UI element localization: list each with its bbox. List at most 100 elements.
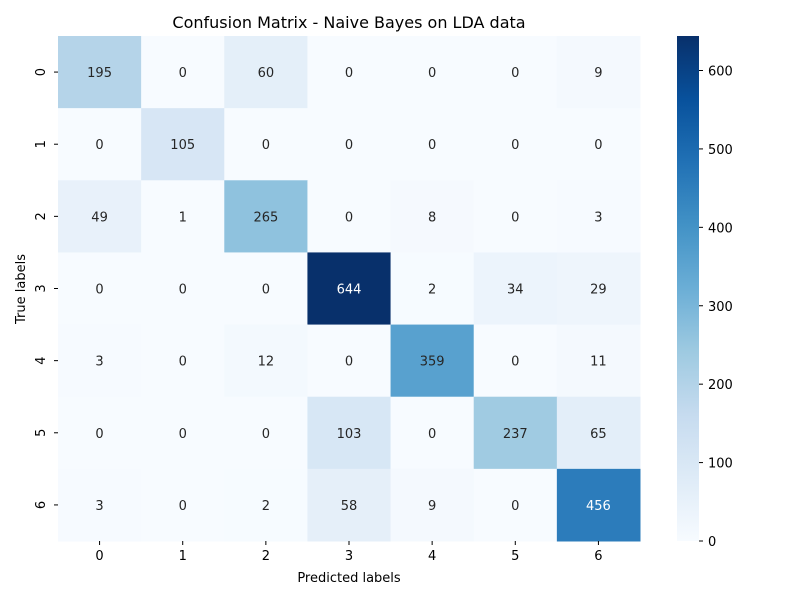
heatmap-cell (58, 468, 142, 542)
cell-value-label: 0 (179, 499, 187, 514)
cell-value-label: 0 (179, 427, 187, 442)
heatmap-cell (224, 252, 308, 326)
cell-value-label: 3 (95, 355, 103, 370)
y-tick-label: 6 (34, 501, 49, 509)
cell-value-label: 0 (95, 138, 103, 153)
y-tick-label: 4 (34, 357, 49, 365)
cell-value-label: 105 (170, 138, 195, 153)
heatmap-cell (307, 324, 392, 398)
cell-value-label: 49 (91, 210, 108, 225)
cell-value-label: 9 (594, 66, 602, 81)
cell-value-label: 0 (511, 210, 519, 225)
cell-value-label: 0 (179, 66, 187, 81)
heatmap-cell (224, 396, 308, 470)
y-tick-label: 2 (34, 212, 49, 220)
heatmap-cell (390, 324, 475, 398)
cell-value-label: 0 (594, 138, 602, 153)
heatmap-cell (224, 36, 308, 109)
cell-value-label: 0 (511, 499, 519, 514)
x-tick-label: 2 (262, 549, 270, 564)
cell-value-label: 0 (345, 138, 353, 153)
cell-value-label: 65 (590, 427, 607, 442)
x-axis: 0 1 2 3 4 5 6 (95, 541, 603, 564)
colorbar-tick-label: 600 (708, 65, 733, 80)
heatmap-cell (224, 324, 308, 398)
heatmap-cell (141, 324, 225, 398)
cell-value-label: 0 (428, 138, 436, 153)
cell-value-label: 359 (420, 355, 445, 370)
cell-value-label: 2 (262, 499, 270, 514)
cell-value-label: 195 (87, 66, 112, 81)
heatmap-cell (473, 252, 558, 326)
cell-value-label: 237 (503, 427, 528, 442)
heatmap-cells: 195 0 60 0 0 0 90 105 0 0 0 0 049 1 265 0 8 0 30 0 0 644 2 34 29… (58, 36, 641, 542)
cell-value-label: 0 (511, 355, 519, 370)
heatmap-cell (556, 36, 641, 109)
y-axis-label: True labels (14, 254, 29, 325)
heatmap-cell (224, 468, 308, 542)
cell-value-label: 0 (262, 427, 270, 442)
heatmap-cell (556, 252, 641, 326)
x-tick-label: 4 (428, 549, 436, 564)
heatmap-cell (141, 468, 225, 542)
y-tick-label: 1 (34, 140, 49, 148)
heatmap-cell (390, 396, 475, 470)
cell-value-label: 0 (428, 427, 436, 442)
x-tick-label: 6 (594, 549, 602, 564)
heatmap-cell (390, 252, 475, 326)
x-tick-label: 5 (511, 549, 519, 564)
cell-value-label: 12 (258, 355, 275, 370)
heatmap-cell (58, 252, 142, 326)
cell-value-label: 0 (345, 210, 353, 225)
x-tick-label: 1 (179, 549, 187, 564)
chart-title: Confusion Matrix - Naive Bayes on LDA da… (172, 13, 525, 32)
cell-value-label: 60 (258, 66, 275, 81)
x-tick-label: 3 (345, 549, 353, 564)
cell-value-label: 9 (428, 499, 436, 514)
heatmap-cell (141, 108, 225, 181)
y-tick-label: 3 (34, 284, 49, 292)
heatmap-cell (556, 324, 641, 398)
colorbar-gradient (677, 36, 699, 541)
heatmap-cell (141, 180, 225, 253)
colorbar-tick-label: 400 (708, 221, 733, 236)
heatmap-cell (58, 180, 142, 253)
cell-value-label: 11 (590, 355, 607, 370)
y-tick-label: 0 (34, 68, 49, 76)
y-tick-label: 5 (34, 429, 49, 437)
heatmap-cell (473, 324, 558, 398)
cell-value-label: 0 (95, 427, 103, 442)
heatmap-cell (307, 468, 392, 542)
heatmap-cell (556, 180, 641, 253)
heatmap-cell (307, 108, 392, 181)
cell-value-label: 0 (511, 138, 519, 153)
heatmap-cell (390, 180, 475, 253)
cell-value-label: 0 (345, 66, 353, 81)
heatmap-cell (556, 108, 641, 181)
cell-value-label: 456 (586, 499, 611, 514)
heatmap-cell (307, 180, 392, 253)
cell-value-label: 0 (262, 283, 270, 298)
colorbar-tick-label: 500 (708, 143, 733, 158)
heatmap-cell (58, 324, 142, 398)
heatmap-cell (224, 108, 308, 181)
heatmap-cell (58, 396, 142, 470)
colorbar-tick-label: 0 (708, 535, 716, 550)
cell-value-label: 644 (337, 283, 362, 298)
cell-value-label: 2 (428, 283, 436, 298)
colorbar: 0 100 200 300 400 500 600 (677, 36, 733, 550)
heatmap-cell (390, 36, 475, 109)
heatmap-cell (224, 180, 308, 253)
colorbar-ticks: 0 100 200 300 400 500 600 (699, 65, 733, 550)
heatmap-cell (556, 468, 641, 542)
cell-value-label: 8 (428, 210, 436, 225)
heatmap-cell (473, 180, 558, 253)
colorbar-tick-label: 200 (708, 378, 733, 393)
heatmap-cell (141, 396, 225, 470)
colorbar-tick-label: 300 (708, 300, 733, 315)
cell-value-label: 58 (341, 499, 358, 514)
heatmap-cell (556, 396, 641, 470)
x-axis-label: Predicted labels (297, 571, 401, 586)
cell-value-label: 1 (179, 210, 187, 225)
